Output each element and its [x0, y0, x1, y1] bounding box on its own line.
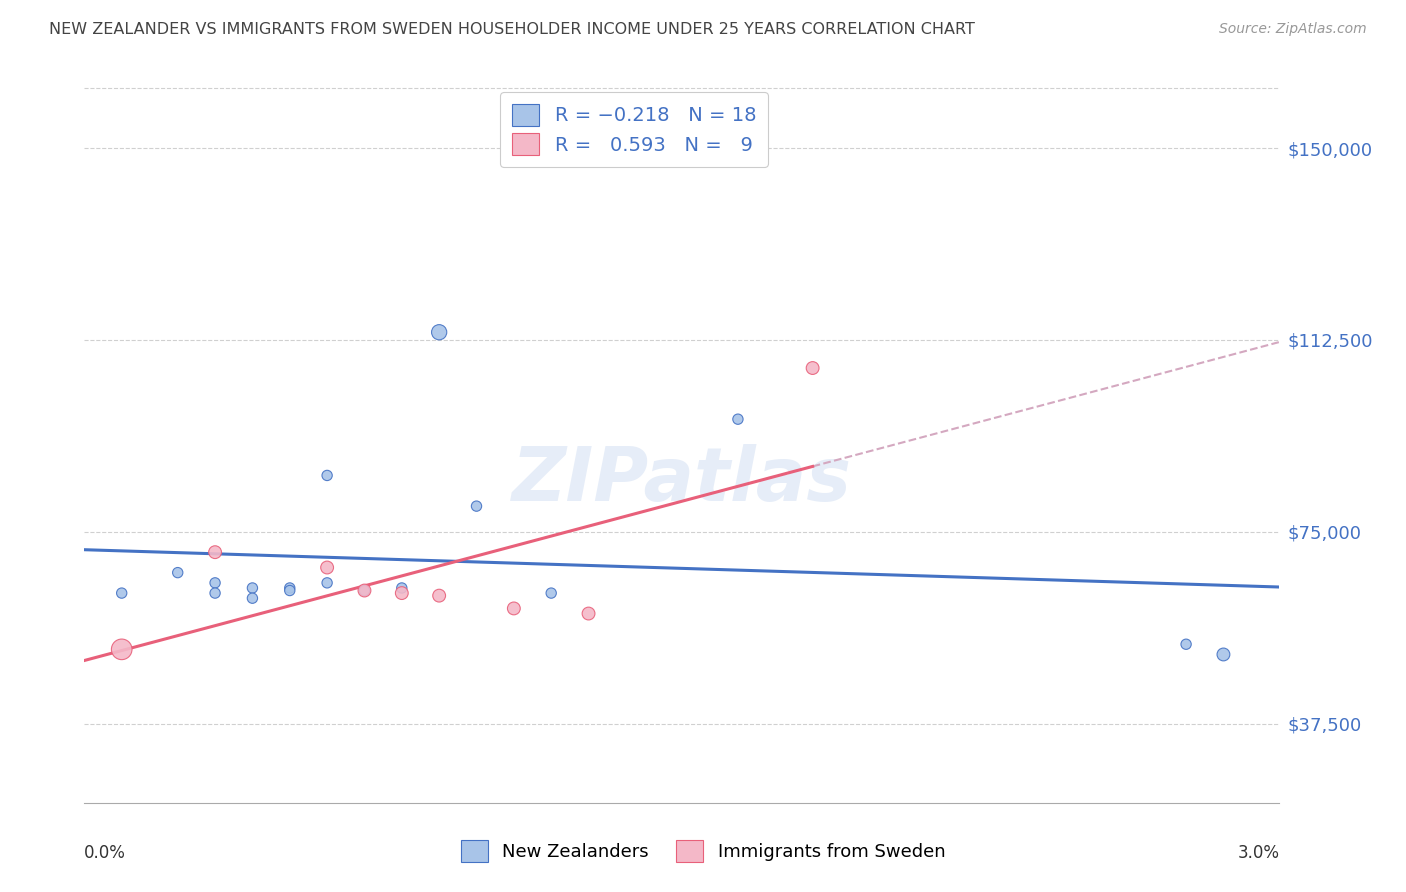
Point [204, 586, 226, 600]
Point [316, 575, 339, 590]
Point [204, 545, 226, 559]
Point [391, 581, 413, 595]
Point [353, 583, 375, 598]
Point [353, 583, 375, 598]
Point [727, 412, 749, 426]
Point [1175, 637, 1198, 651]
Point [166, 566, 188, 580]
Point [316, 468, 339, 483]
Point [427, 325, 450, 339]
Legend: New Zealanders, Immigrants from Sweden: New Zealanders, Immigrants from Sweden [454, 833, 952, 870]
Point [111, 586, 134, 600]
Point [1212, 648, 1234, 662]
Legend: R = −0.218   N = 18, R =   0.593   N =   9: R = −0.218 N = 18, R = 0.593 N = 9 [501, 92, 768, 167]
Text: 3.0%: 3.0% [1237, 844, 1279, 862]
Point [540, 586, 562, 600]
Point [391, 586, 413, 600]
Point [801, 361, 824, 376]
Point [204, 575, 226, 590]
Point [278, 581, 301, 595]
Text: Source: ZipAtlas.com: Source: ZipAtlas.com [1219, 22, 1367, 37]
Point [427, 589, 450, 603]
Point [242, 591, 264, 606]
Point [242, 581, 264, 595]
Point [578, 607, 600, 621]
Text: 0.0%: 0.0% [84, 844, 127, 862]
Text: NEW ZEALANDER VS IMMIGRANTS FROM SWEDEN HOUSEHOLDER INCOME UNDER 25 YEARS CORREL: NEW ZEALANDER VS IMMIGRANTS FROM SWEDEN … [49, 22, 976, 37]
Point [278, 583, 301, 598]
Point [316, 560, 339, 574]
Text: ZIPatlas: ZIPatlas [512, 444, 852, 517]
Point [111, 642, 134, 657]
Point [465, 499, 488, 513]
Point [502, 601, 524, 615]
